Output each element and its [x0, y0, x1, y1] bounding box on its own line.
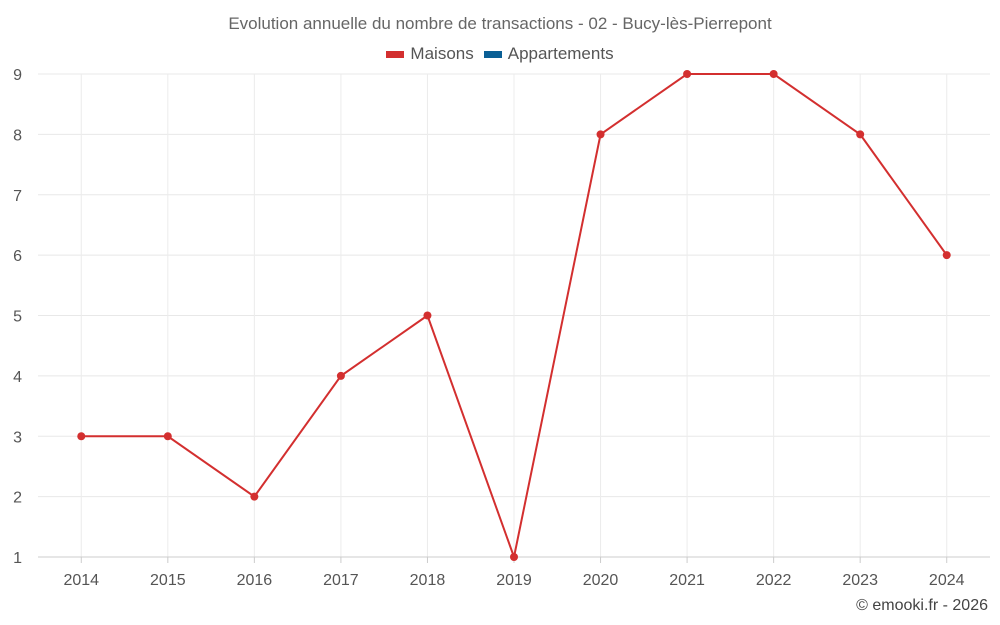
y-tick-label: 7 [13, 188, 22, 205]
y-tick-label: 9 [13, 67, 22, 84]
x-tick-label: 2022 [756, 572, 792, 589]
data-point [856, 130, 865, 139]
x-tick-label: 2015 [150, 572, 186, 589]
data-point [163, 432, 172, 441]
data-point [250, 492, 259, 501]
legend-item-appartements[interactable]: Appartements [483, 44, 614, 64]
data-point [769, 70, 778, 78]
data-point [942, 251, 951, 260]
legend-label-maisons: Maisons [410, 44, 474, 63]
x-tick-label: 2014 [63, 572, 99, 589]
data-point [596, 130, 605, 139]
y-tick-label: 6 [13, 248, 22, 265]
x-tick-label: 2023 [842, 572, 878, 589]
x-tick-label: 2017 [323, 572, 359, 589]
y-tick-label: 5 [13, 309, 22, 326]
legend-swatch-maisons [386, 50, 405, 58]
x-tick-label: 2021 [669, 572, 705, 589]
data-point [77, 432, 86, 441]
y-tick-label: 8 [13, 127, 22, 144]
legend-swatch-appartements [483, 50, 502, 58]
x-tick-label: 2016 [237, 572, 273, 589]
legend-item-maisons[interactable]: Maisons [386, 44, 474, 64]
x-tick-label: 2020 [583, 572, 619, 589]
data-point [683, 70, 692, 78]
x-tick-label: 2024 [929, 572, 965, 589]
y-tick-label: 4 [13, 369, 22, 386]
legend: Maisons Appartements [0, 44, 1000, 64]
legend-label-appartements: Appartements [507, 44, 614, 63]
chart-title: Evolution annuelle du nombre de transact… [228, 14, 772, 33]
x-tick-label: 2019 [496, 572, 532, 589]
credit-text: © emooki.fr - 2026 [856, 597, 988, 614]
x-tick-label: 2018 [410, 572, 446, 589]
data-point [510, 553, 518, 561]
y-tick-label: 3 [13, 429, 22, 446]
data-point [423, 311, 432, 320]
y-tick-label: 1 [13, 550, 22, 567]
y-tick-label: 2 [13, 490, 22, 507]
data-point [336, 371, 345, 380]
